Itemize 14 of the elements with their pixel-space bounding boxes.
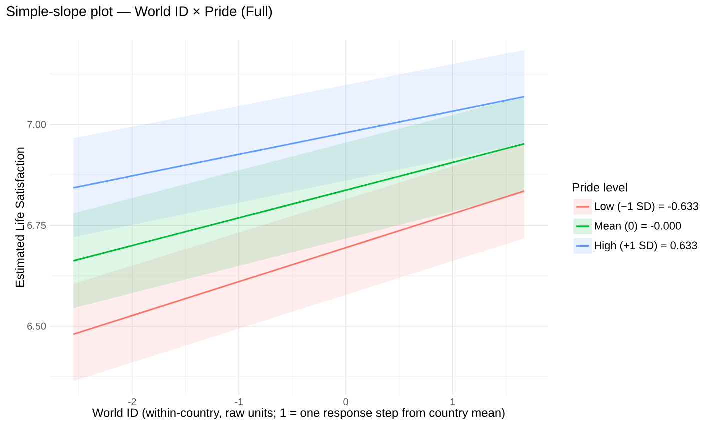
chart-title: Simple-slope plot — World ID × Pride (Full) bbox=[6, 6, 272, 20]
legend-label: High (+1 SD) = 0.633 bbox=[595, 241, 698, 252]
x-tick-label: -2 bbox=[128, 398, 136, 406]
y-tick-label: 6.75 bbox=[28, 222, 46, 230]
y-tick-label: 7.00 bbox=[28, 121, 46, 128]
x-tick-label: 0 bbox=[344, 398, 348, 406]
x-tick-label: 1 bbox=[450, 398, 456, 406]
y-tick-label: 6.50 bbox=[28, 322, 46, 330]
legend-label: Low (−1 SD) = -0.633 bbox=[595, 202, 698, 212]
legend-label: Mean (0) = -0.000 bbox=[595, 222, 682, 232]
legend-title: Pride level bbox=[573, 183, 628, 192]
x-tick-label: -1 bbox=[235, 398, 244, 406]
y-axis-title: Estimated Life Satisfaction bbox=[15, 148, 24, 287]
x-axis-title: World ID (within-country, raw units; 1 = one response step from country mean) bbox=[92, 408, 505, 420]
